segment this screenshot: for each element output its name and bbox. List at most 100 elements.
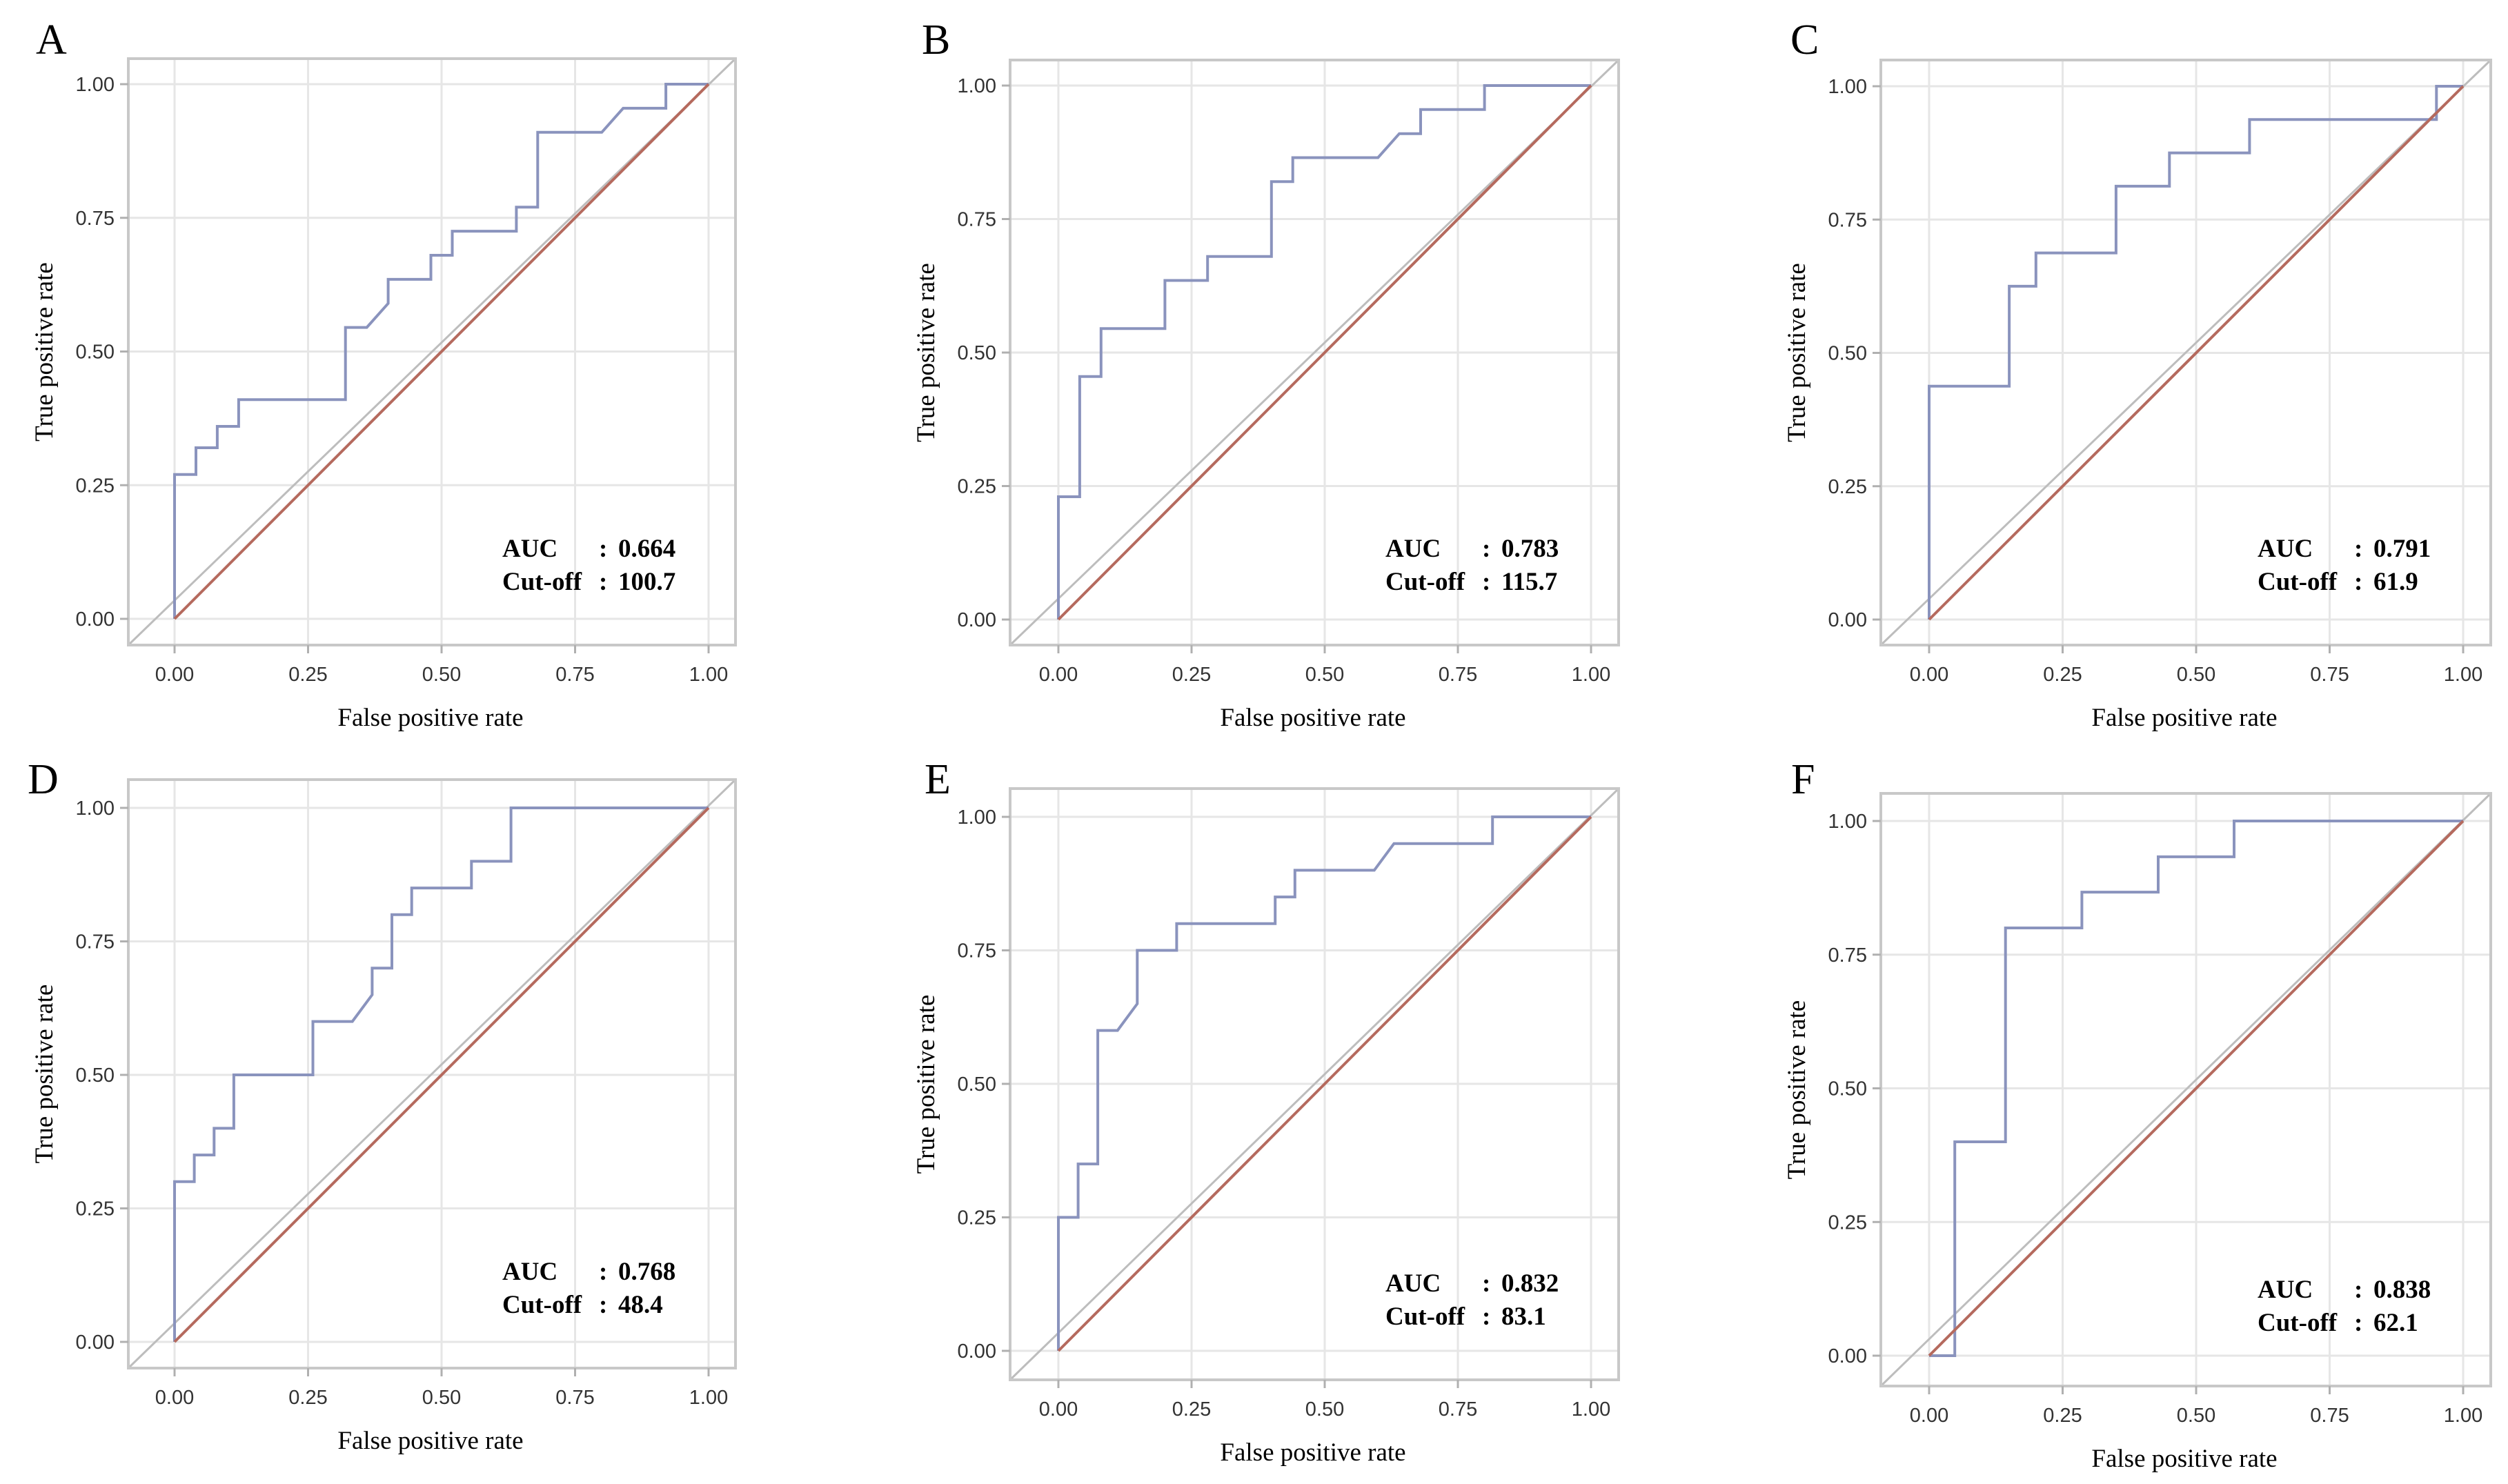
panel-letter: D [28, 756, 59, 803]
auc-label: AUC [2258, 535, 2313, 563]
x-tick-label: 0.00 [1910, 1405, 1948, 1427]
panel-f: 0.00 0.00 0.25 0.25 0.50 0.50 0.75 0.75 1.00 1.00… [1783, 756, 2492, 1473]
y-tick-label: 0.75 [958, 209, 996, 231]
cutoff-colon: : [599, 1291, 607, 1319]
x-tick-label: 0.75 [555, 664, 594, 686]
cutoff-value: 61.9 [2373, 568, 2418, 596]
y-axis-label: True positive rate [1783, 1000, 1811, 1180]
cutoff-value: 100.7 [618, 568, 675, 596]
y-tick-label: 0.25 [1828, 1211, 1867, 1234]
y-tick-label: 1.00 [76, 798, 115, 820]
x-tick-label: 0.75 [555, 1387, 594, 1409]
y-tick-label: 0.75 [1828, 944, 1867, 967]
roc-curve [173, 807, 709, 1342]
x-tick-label: 0.25 [1172, 664, 1211, 686]
y-tick-label: 0.25 [958, 1207, 996, 1229]
x-tick-label: 0.50 [422, 664, 461, 686]
panel-b: 0.00 0.00 0.25 0.25 0.50 0.50 0.75 0.75 1.00 1.00… [912, 17, 1620, 732]
cutoff-colon: : [1482, 1303, 1490, 1331]
panel-letter: C [1790, 17, 1819, 63]
y-tick-label: 0.50 [76, 342, 115, 364]
x-tick-label: 0.00 [1039, 1398, 1078, 1421]
chance-line [1928, 85, 2465, 621]
y-tick-label: 0.50 [76, 1065, 115, 1087]
x-tick-label: 0.00 [1910, 664, 1948, 686]
chance-line [173, 83, 710, 620]
auc-label: AUC [1385, 535, 1441, 563]
y-tick-label: 0.00 [958, 1340, 996, 1363]
roc-curve [173, 83, 709, 619]
chance-line [1057, 815, 1592, 1352]
roc-curve [1057, 84, 1591, 620]
y-tick-label: 0.25 [958, 476, 996, 498]
y-axis-label: True positive rate [912, 995, 940, 1174]
auc-value: 0.791 [2373, 535, 2431, 563]
chance-line [1057, 84, 1592, 621]
x-axis-label: False positive rate [1220, 704, 1405, 732]
x-axis-label: False positive rate [337, 704, 523, 732]
auc-colon: : [599, 1258, 607, 1286]
y-tick-label: 0.50 [1828, 343, 1867, 365]
x-axis-label: False positive rate [1220, 1438, 1405, 1467]
x-tick-label: 0.00 [155, 664, 194, 686]
cutoff-colon: : [2354, 568, 2362, 596]
cutoff-label: Cut-off [1385, 568, 1465, 596]
y-tick-label: 0.25 [76, 475, 115, 497]
roc-curve [1929, 820, 2463, 1357]
y-tick-label: 0.75 [76, 208, 115, 230]
x-tick-label: 0.75 [2310, 1405, 2349, 1427]
y-tick-label: 0.75 [958, 940, 996, 962]
y-tick-label: 1.00 [958, 75, 996, 97]
x-tick-label: 1.00 [689, 664, 728, 686]
cutoff-value: 115.7 [1501, 568, 1557, 596]
x-axis-label: False positive rate [2091, 704, 2277, 732]
cutoff-label: Cut-off [2258, 568, 2338, 596]
auc-value: 0.832 [1501, 1269, 1559, 1298]
frame-diagonal [1009, 59, 1620, 646]
cutoff-value: 62.1 [2373, 1309, 2418, 1337]
x-tick-label: 0.50 [1305, 664, 1344, 686]
x-tick-label: 0.75 [2310, 664, 2349, 686]
x-tick-label: 1.00 [2444, 1405, 2482, 1427]
y-tick-label: 0.75 [76, 931, 115, 953]
auc-label: AUC [1385, 1269, 1441, 1298]
auc-value: 0.783 [1501, 535, 1559, 563]
auc-label: AUC [502, 1258, 557, 1286]
auc-value: 0.664 [618, 535, 675, 563]
y-axis-label: True positive rate [30, 985, 59, 1164]
y-axis-label: True positive rate [912, 263, 940, 442]
y-tick-label: 0.00 [76, 609, 115, 631]
y-tick-label: 0.00 [958, 609, 996, 631]
y-axis-label: True positive rate [30, 262, 59, 442]
x-tick-label: 1.00 [2444, 664, 2482, 686]
panel-letter: E [925, 756, 951, 803]
x-tick-label: 1.00 [1572, 1398, 1610, 1421]
cutoff-label: Cut-off [2258, 1309, 2338, 1337]
auc-colon: : [1482, 535, 1490, 563]
frame-diagonal [1879, 792, 2492, 1387]
y-axis-label: True positive rate [1783, 263, 1811, 442]
panel-c: 0.00 0.00 0.25 0.25 0.50 0.50 0.75 0.75 1.00 1.00… [1783, 17, 2492, 732]
panel-letter: A [36, 17, 67, 63]
y-tick-label: 0.50 [958, 342, 996, 364]
x-tick-label: 1.00 [1572, 664, 1610, 686]
auc-value: 0.768 [618, 1258, 675, 1286]
x-tick-label: 0.75 [1439, 1398, 1477, 1421]
auc-colon: : [2354, 535, 2362, 563]
cutoff-label: Cut-off [502, 1291, 582, 1319]
y-tick-label: 1.00 [76, 74, 115, 96]
chance-line [173, 807, 710, 1343]
x-tick-label: 0.25 [2043, 1405, 2082, 1427]
auc-label: AUC [502, 535, 557, 563]
panel-a: 0.00 0.00 0.25 0.25 0.50 0.50 0.75 0.75 1.00 1.00… [30, 17, 737, 732]
x-tick-label: 0.25 [2043, 664, 2082, 686]
cutoff-label: Cut-off [1385, 1303, 1465, 1331]
frame-diagonal [1879, 59, 2492, 646]
x-tick-label: 0.50 [2177, 1405, 2215, 1427]
y-tick-label: 0.25 [76, 1198, 115, 1220]
panel-d: 0.00 0.00 0.25 0.25 0.50 0.50 0.75 0.75 1.00 1.00… [28, 756, 737, 1455]
panel-letter: B [922, 17, 950, 63]
x-tick-label: 0.25 [288, 664, 327, 686]
roc-curve [1057, 815, 1591, 1351]
